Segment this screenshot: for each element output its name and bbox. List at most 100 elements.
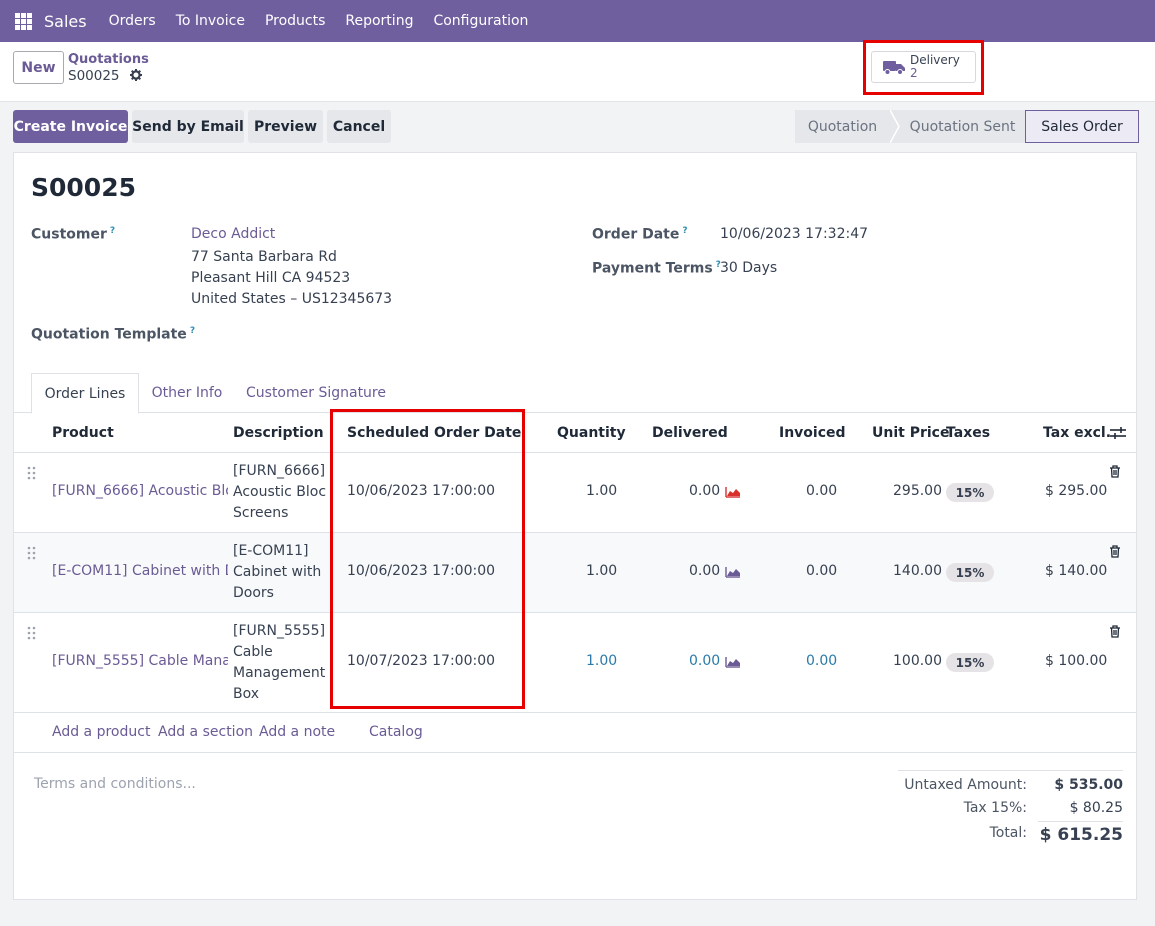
forecast-chart-icon[interactable] (725, 486, 741, 498)
line-scheduled-date[interactable]: 10/07/2023 17:00:00 (347, 653, 496, 669)
stage-quotation-sent[interactable]: Quotation Sent (900, 110, 1025, 143)
app-grid-icon[interactable] (15, 12, 32, 30)
order-date-value[interactable]: 10/06/2023 17:32:47 (720, 226, 869, 242)
breadcrumb-current: S00025 (68, 68, 142, 84)
order-date-label-text: Order Date (592, 226, 680, 243)
new-button[interactable]: New (13, 51, 64, 84)
table-row[interactable]: [FURN_5555] Cable Manage [FURN_5555] Cab… (14, 613, 1136, 713)
line-quantity[interactable]: 1.00 (586, 483, 618, 499)
total-value: $ 615.25 (1039, 825, 1123, 845)
order-date-help-icon[interactable]: ? (682, 226, 688, 236)
terms-input[interactable]: Terms and conditions... (34, 776, 196, 792)
payment-terms-value[interactable]: 30 Days (720, 260, 778, 276)
cancel-button[interactable]: Cancel (327, 110, 391, 143)
payment-terms-help-icon[interactable]: ? (715, 260, 721, 270)
line-quantity[interactable]: 1.00 (586, 653, 618, 669)
truck-icon (883, 61, 905, 75)
nav-item-to-invoice[interactable]: To Invoice (175, 13, 245, 29)
template-label-text: Quotation Template (31, 326, 187, 343)
stage-quotation[interactable]: Quotation (795, 110, 890, 143)
line-scheduled-date[interactable]: 10/06/2023 17:00:00 (347, 483, 496, 499)
tax-badge[interactable]: 15% (946, 563, 994, 582)
line-description[interactable]: [FURN_6666] Acoustic Bloc Screens (233, 461, 328, 524)
order-date-label: Order Date? (592, 226, 688, 243)
table-row[interactable]: [FURN_6666] Acoustic Bloc [FURN_6666] Ac… (14, 453, 1136, 533)
nav-item-orders[interactable]: Orders (108, 13, 156, 29)
table-row[interactable]: [E-COM11] Cabinet with Doo [E-COM11] Cab… (14, 533, 1136, 613)
col-taxes[interactable]: Taxes (946, 425, 991, 441)
template-help-icon[interactable]: ? (189, 326, 196, 336)
drag-handle-icon[interactable] (27, 546, 37, 560)
customer-label-text: Customer (31, 226, 107, 243)
col-delivered[interactable]: Delivered (652, 425, 728, 441)
catalog-link[interactable]: Catalog (369, 724, 423, 740)
add-section-link[interactable]: Add a section (158, 724, 254, 740)
preview-button[interactable]: Preview (248, 110, 323, 143)
gear-icon[interactable] (129, 69, 142, 81)
add-note-link[interactable]: Add a note (259, 724, 336, 740)
tax-badge[interactable]: 15% (946, 653, 994, 672)
column-settings-icon[interactable] (1110, 426, 1126, 440)
line-unit-price[interactable]: 295.00 (893, 483, 942, 499)
payment-terms-label: Payment Terms? (592, 260, 721, 277)
forecast-chart-icon[interactable] (725, 656, 741, 668)
nav-app-name[interactable]: Sales (44, 11, 87, 31)
line-quantity[interactable]: 1.00 (586, 563, 618, 579)
drag-handle-icon[interactable] (27, 466, 37, 480)
line-description-4: Box (233, 686, 260, 702)
line-description-1: [FURN_5555] (233, 623, 326, 639)
create-invoice-button[interactable]: Create Invoice (13, 110, 128, 143)
send-by-email-button[interactable]: Send by Email (132, 110, 244, 143)
col-description[interactable]: Description (233, 425, 324, 441)
line-description-2: Acoustic Bloc (233, 484, 327, 500)
col-invoiced[interactable]: Invoiced (779, 425, 846, 441)
line-description-3: Screens (233, 505, 289, 521)
tab-customer-signature[interactable]: Customer Signature (246, 385, 386, 401)
nav-item-configuration[interactable]: Configuration (433, 13, 529, 29)
customer-help-icon[interactable]: ? (109, 226, 116, 236)
line-description[interactable]: [FURN_5555] Cable Management Box (233, 621, 328, 705)
nav-item-reporting[interactable]: Reporting (345, 13, 414, 29)
form-sheet: S00025 Customer? Deco Addict 77 Santa Ba… (13, 152, 1137, 900)
col-scheduled-date[interactable]: Scheduled Order Date (347, 425, 522, 441)
line-scheduled-date[interactable]: 10/06/2023 17:00:00 (347, 563, 496, 579)
line-unit-price[interactable]: 100.00 (893, 653, 942, 669)
tab-order-lines[interactable]: Order Lines (31, 373, 139, 414)
line-product[interactable]: [FURN_6666] Acoustic Bloc (52, 483, 228, 499)
tax-badge[interactable]: 15% (946, 483, 994, 502)
drag-handle-icon[interactable] (27, 626, 37, 640)
status-bar: Quotation Quotation Sent Sales Order (795, 110, 1139, 143)
breadcrumb-current-label: S00025 (68, 68, 120, 84)
delivery-smart-button[interactable]: Delivery 2 (871, 51, 976, 83)
tax-value: $ 80.25 (1069, 800, 1123, 816)
col-quantity[interactable]: Quantity (557, 425, 626, 441)
line-product[interactable]: [FURN_5555] Cable Manage (52, 653, 228, 669)
col-unit-price[interactable]: Unit Price (872, 425, 950, 441)
col-product[interactable]: Product (52, 425, 114, 441)
line-unit-price[interactable]: 140.00 (893, 563, 942, 579)
breadcrumb-parent[interactable]: Quotations (68, 52, 149, 67)
nav-item-products[interactable]: Products (264, 13, 326, 29)
control-panel: New Quotations S00025 Delivery 2 (0, 42, 1155, 102)
stage-sales-order[interactable]: Sales Order (1025, 110, 1139, 143)
trash-icon[interactable] (1109, 545, 1121, 558)
record-title: S00025 (31, 173, 136, 202)
customer-name[interactable]: Deco Addict (191, 226, 276, 242)
line-invoiced: 0.00 (806, 563, 838, 579)
line-description-2: Cabinet with (233, 564, 322, 580)
delivery-label: Delivery (910, 53, 960, 67)
trash-icon[interactable] (1109, 465, 1121, 478)
forecast-chart-icon[interactable] (725, 566, 741, 578)
delivery-smart-text: Delivery 2 (910, 54, 960, 80)
tax-line: Tax 15%: $ 80.25 (898, 800, 1123, 822)
line-description-3: Management (233, 665, 326, 681)
order-lines-header: Product Description Scheduled Order Date… (14, 413, 1136, 453)
line-description[interactable]: [E-COM11] Cabinet with Doors (233, 541, 328, 604)
trash-icon[interactable] (1109, 625, 1121, 638)
customer-address-line-1: 77 Santa Barbara Rd (191, 249, 337, 265)
col-tax-excl[interactable]: Tax excl. (1043, 425, 1112, 441)
line-delivered: 0.00 (689, 483, 721, 499)
line-product[interactable]: [E-COM11] Cabinet with Doo (52, 563, 228, 579)
tab-other-info[interactable]: Other Info (151, 385, 223, 401)
add-product-link[interactable]: Add a product (52, 724, 151, 740)
